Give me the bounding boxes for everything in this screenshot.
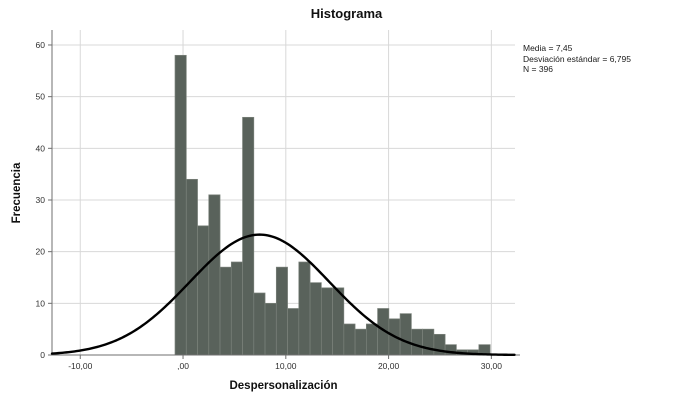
stats-box: Media = 7,45 Desviación estándar = 6,795… [523,43,631,75]
svg-text:10,00: 10,00 [275,361,297,371]
svg-text:10: 10 [36,298,46,308]
svg-text:30,00: 30,00 [481,361,503,371]
stats-std-dev: Desviación estándar = 6,795 [523,53,631,64]
svg-text:60: 60 [36,40,46,50]
svg-text:20: 20 [36,247,46,257]
svg-text:20,00: 20,00 [378,361,400,371]
svg-text:0: 0 [40,350,45,360]
svg-text:50: 50 [36,92,46,102]
svg-text:30: 30 [36,195,46,205]
svg-text:-10,00: -10,00 [68,361,92,371]
svg-text:,00: ,00 [177,361,189,371]
y-axis-title: Frecuencia [11,162,23,224]
x-axis-title: Despersonalización [229,380,338,392]
stats-mean: Media = 7,45 [523,43,573,53]
chart-title: Histograma [310,6,383,21]
svg-text:40: 40 [36,143,46,153]
stats-n: N = 396 [523,64,554,74]
